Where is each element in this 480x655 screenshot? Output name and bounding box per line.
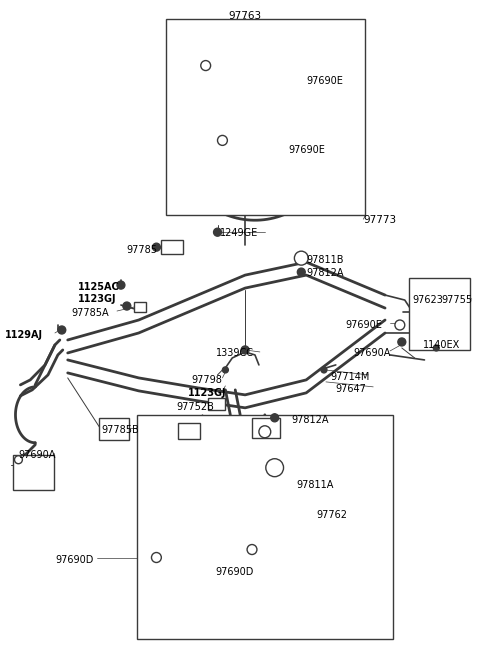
Text: 1125AC: 1125AC — [78, 282, 120, 292]
Bar — [178, 422, 200, 439]
Circle shape — [201, 60, 211, 71]
Text: 97785A: 97785A — [72, 308, 109, 318]
Text: 1123GJ: 1123GJ — [188, 388, 227, 398]
Text: 97811A: 97811A — [296, 479, 334, 490]
Text: 97690D: 97690D — [216, 567, 254, 578]
Text: 97690E: 97690E — [346, 320, 383, 330]
Circle shape — [398, 338, 406, 346]
Text: 1140EX: 1140EX — [422, 340, 460, 350]
Circle shape — [117, 281, 125, 289]
Bar — [99, 418, 129, 440]
Bar — [208, 398, 226, 410]
Text: 97690A: 97690A — [18, 450, 56, 460]
Text: 97798: 97798 — [191, 375, 222, 385]
Circle shape — [153, 243, 160, 251]
Text: 1123GJ: 1123GJ — [78, 294, 116, 304]
Bar — [134, 302, 145, 312]
Circle shape — [266, 458, 284, 477]
Text: 97755: 97755 — [441, 295, 472, 305]
Text: 97811B: 97811B — [306, 255, 344, 265]
Circle shape — [259, 426, 271, 438]
Circle shape — [123, 302, 131, 310]
Text: 1339CC: 1339CC — [216, 348, 253, 358]
Circle shape — [222, 367, 228, 373]
Circle shape — [14, 456, 23, 464]
Text: 97690E: 97690E — [288, 145, 325, 155]
Bar — [252, 418, 280, 438]
Text: 97812A: 97812A — [306, 268, 344, 278]
Circle shape — [241, 346, 249, 354]
Text: 97762: 97762 — [316, 510, 347, 519]
Text: 97690A: 97690A — [353, 348, 391, 358]
Circle shape — [271, 414, 278, 422]
Bar — [137, 415, 393, 639]
Bar — [166, 18, 365, 215]
Circle shape — [214, 228, 221, 236]
Text: 97714M: 97714M — [331, 372, 370, 382]
Circle shape — [321, 367, 327, 373]
Circle shape — [297, 268, 305, 276]
Text: 97623: 97623 — [413, 295, 444, 305]
Text: 97752B: 97752B — [176, 402, 214, 412]
Text: 97812A: 97812A — [291, 415, 329, 425]
Text: 97690E: 97690E — [306, 75, 343, 86]
Circle shape — [294, 251, 308, 265]
Bar — [12, 455, 54, 490]
Text: 97785B: 97785B — [101, 425, 139, 435]
Text: 97763: 97763 — [228, 10, 262, 21]
Circle shape — [217, 136, 228, 145]
Text: 1249GE: 1249GE — [219, 228, 258, 238]
Text: 97690D: 97690D — [55, 555, 93, 565]
Circle shape — [152, 553, 161, 563]
Text: 97785: 97785 — [127, 245, 158, 255]
Circle shape — [58, 326, 66, 334]
Text: 1129AJ: 1129AJ — [5, 330, 43, 340]
Circle shape — [395, 320, 405, 330]
Text: 97773: 97773 — [363, 215, 396, 225]
Bar — [408, 278, 470, 350]
Text: 97647: 97647 — [336, 384, 367, 394]
Bar — [161, 240, 183, 254]
Circle shape — [433, 345, 439, 351]
Circle shape — [247, 544, 257, 555]
